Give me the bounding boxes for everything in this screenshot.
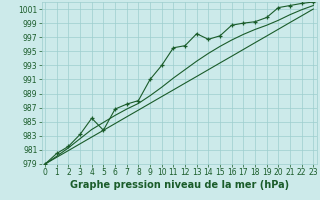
X-axis label: Graphe pression niveau de la mer (hPa): Graphe pression niveau de la mer (hPa) [70,180,289,190]
